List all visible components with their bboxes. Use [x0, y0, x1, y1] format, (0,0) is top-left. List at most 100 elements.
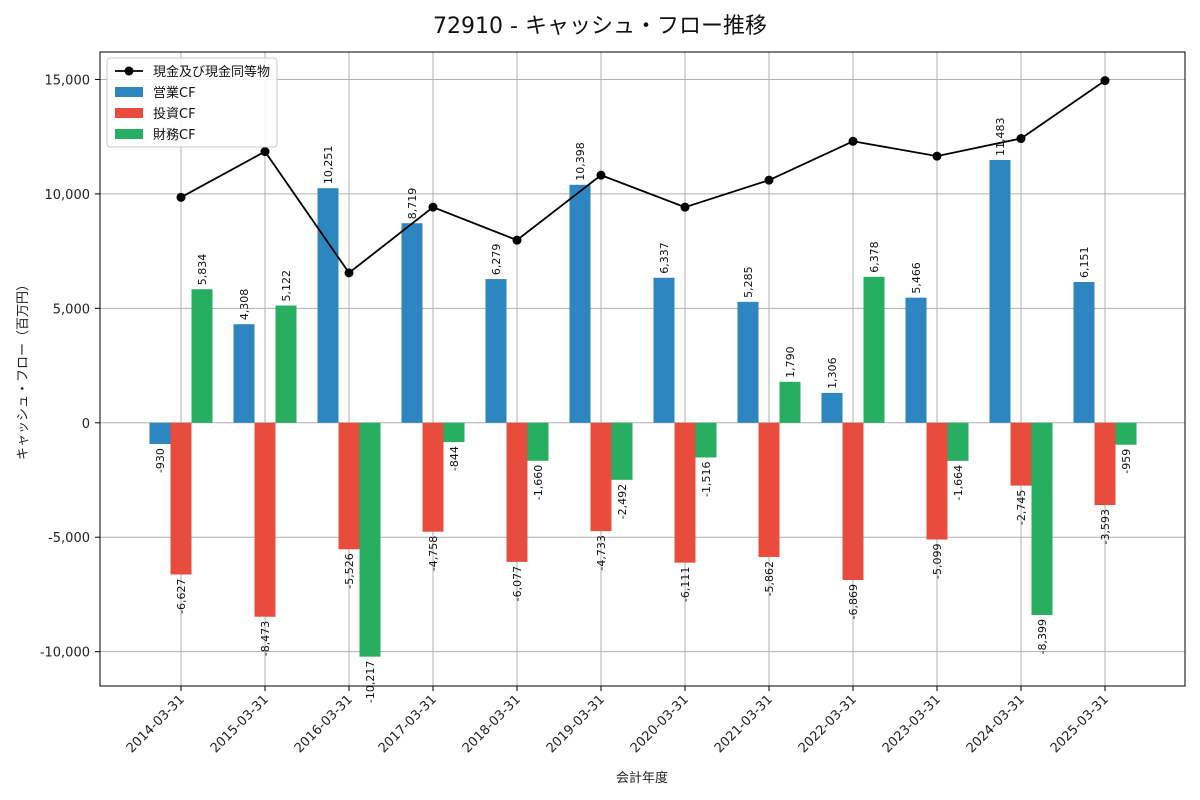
bar-label: 1,790 — [784, 346, 797, 378]
x-tick-label: 2021-03-31 — [712, 692, 776, 756]
bar-財務CF-2016-03-31 — [359, 422, 381, 657]
bar-label: -5,526 — [343, 553, 356, 588]
y-tick-label: 10,000 — [45, 188, 91, 203]
bar-投資CF-2021-03-31 — [758, 422, 780, 557]
bar-label: -4,733 — [595, 535, 608, 570]
bar-label: -6,077 — [511, 566, 524, 601]
plot-frame — [99, 51, 1186, 687]
x-tick-label: 2014-03-31 — [124, 692, 188, 756]
x-tick-label: 2019-03-31 — [544, 692, 608, 756]
bar-営業CF-2024-03-31 — [989, 159, 1011, 423]
bar-投資CF-2023-03-31 — [926, 422, 948, 540]
bar-営業CF-2019-03-31 — [569, 184, 591, 423]
legend-marker — [124, 66, 134, 76]
grid-layer — [100, 52, 1185, 686]
legend-swatch — [115, 108, 143, 118]
bar-label: -6,111 — [679, 567, 692, 602]
bar-label: 5,285 — [742, 266, 755, 298]
bar-投資CF-2015-03-31 — [254, 422, 276, 617]
bar-label: -1,664 — [952, 465, 965, 500]
bar-営業CF-2025-03-31 — [1073, 282, 1095, 423]
bar-投資CF-2022-03-31 — [842, 422, 864, 581]
bar-投資CF-2024-03-31 — [1010, 422, 1032, 486]
bar-label: 4,308 — [238, 289, 251, 321]
cash-equivalents-point — [764, 175, 774, 185]
legend-swatch — [115, 87, 143, 97]
cash-equivalents-point — [344, 268, 354, 278]
bar-label: -6,869 — [847, 584, 860, 619]
x-axis: 2014-03-31 2015-03-31 2016-03-31 2017-03-31… — [124, 686, 1112, 756]
bar-label: -1,516 — [700, 461, 713, 496]
bar-label: 1,306 — [826, 357, 839, 389]
x-tick-label: 2025-03-31 — [1048, 692, 1112, 756]
y-tick-label: 0 — [82, 417, 90, 432]
cash-equivalents-point — [596, 170, 606, 180]
bar-財務CF-2018-03-31 — [527, 422, 549, 461]
bar-財務CF-2017-03-31 — [443, 422, 465, 443]
bar-label: -8,399 — [1036, 619, 1049, 654]
bar-営業CF-2018-03-31 — [485, 279, 507, 423]
bar-label: 5,122 — [280, 270, 293, 302]
x-tick-label: 2018-03-31 — [460, 692, 524, 756]
bar-営業CF-2020-03-31 — [653, 277, 675, 423]
legend-label: 財務CF — [153, 128, 196, 143]
cash-equivalents-point — [680, 202, 690, 212]
bar-label: -1,660 — [532, 465, 545, 500]
bar-label: -959 — [1120, 449, 1133, 474]
bar-label: 6,337 — [658, 242, 671, 274]
x-tick-label: 2022-03-31 — [796, 692, 860, 756]
line-layer — [176, 76, 1110, 278]
bar-営業CF-2014-03-31 — [149, 422, 171, 445]
bar-label: -8,473 — [259, 621, 272, 656]
y-tick-label: 15,000 — [45, 73, 91, 88]
x-tick-label: 2024-03-31 — [964, 692, 1028, 756]
bar-label: -6,627 — [175, 578, 188, 613]
bar-財務CF-2021-03-31 — [779, 381, 801, 423]
cash-equivalents-point — [1016, 134, 1026, 144]
legend-label: 投資CF — [153, 106, 196, 122]
cash-equivalents-point — [932, 151, 942, 161]
bar-営業CF-2017-03-31 — [401, 223, 423, 423]
x-axis-label: 会計年度 — [616, 770, 668, 786]
bar-label: -10,217 — [364, 661, 377, 703]
bar-label: 6,378 — [868, 241, 881, 273]
bar-label: 6,151 — [1078, 247, 1091, 279]
chart-title: 72910 - キャッシュ・フロー推移 — [433, 14, 767, 39]
x-tick-label: 2017-03-31 — [376, 692, 440, 756]
y-tick-label: 5,000 — [53, 302, 90, 317]
cash-equivalents-point — [428, 202, 438, 212]
bar-label: 5,466 — [910, 262, 923, 294]
bar-投資CF-2014-03-31 — [170, 422, 192, 575]
bar-label: 10,398 — [574, 142, 587, 181]
bar-label: 8,719 — [406, 188, 419, 220]
bar-投資CF-2025-03-31 — [1094, 422, 1116, 506]
bar-投資CF-2018-03-31 — [506, 422, 528, 562]
bar-営業CF-2023-03-31 — [905, 297, 927, 423]
bar-投資CF-2016-03-31 — [338, 422, 360, 550]
y-tick-label: -10,000 — [40, 646, 90, 661]
legend-swatch — [115, 129, 143, 139]
bar-財務CF-2020-03-31 — [695, 422, 717, 458]
x-tick-label: 2016-03-31 — [292, 692, 356, 756]
cash-equivalents-point — [512, 235, 522, 245]
x-tick-label: 2023-03-31 — [880, 692, 944, 756]
bar-営業CF-2016-03-31 — [317, 188, 339, 423]
bar-label: 6,279 — [490, 244, 503, 276]
bar-label: -930 — [154, 448, 167, 473]
bar-投資CF-2020-03-31 — [674, 422, 696, 563]
bars-layer — [149, 159, 1137, 657]
bar-label: -844 — [448, 446, 461, 471]
bar-label: -3,593 — [1099, 509, 1112, 544]
cash-equivalents-point — [260, 147, 270, 157]
cash-equivalents-point — [1100, 76, 1110, 86]
bar-投資CF-2019-03-31 — [590, 422, 612, 532]
bar-label: -5,862 — [763, 561, 776, 596]
legend-label: 現金及び現金同等物 — [153, 64, 270, 80]
x-tick-label: 2015-03-31 — [208, 692, 272, 756]
cash-equivalents-point — [848, 136, 858, 146]
bar-label: -2,745 — [1015, 490, 1028, 525]
bar-label: -5,099 — [931, 543, 944, 578]
bar-labels-layer: -930 4,308 10,251 8,719 6,279 10,398 6,337 5,28… — [154, 117, 1133, 703]
